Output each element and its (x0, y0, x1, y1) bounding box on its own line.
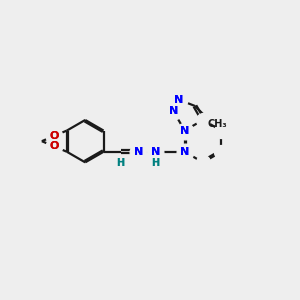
Text: H: H (151, 158, 160, 168)
Text: N: N (180, 126, 189, 136)
Text: N: N (151, 147, 160, 157)
Text: N: N (175, 95, 184, 105)
Text: O: O (50, 142, 59, 152)
Text: N: N (134, 147, 143, 157)
Text: N: N (180, 126, 189, 136)
Text: N: N (169, 106, 178, 116)
Text: H: H (117, 158, 125, 168)
Text: N: N (180, 147, 189, 157)
Text: O: O (50, 131, 59, 141)
Text: N: N (169, 106, 178, 116)
Text: CH₃: CH₃ (208, 118, 227, 129)
Text: H: H (151, 158, 160, 168)
Text: N: N (151, 147, 160, 157)
Text: H: H (117, 158, 125, 168)
Text: O: O (50, 142, 59, 152)
Text: N: N (180, 147, 189, 157)
Text: N: N (134, 147, 143, 157)
Text: O: O (50, 131, 59, 141)
Text: N: N (175, 95, 184, 105)
